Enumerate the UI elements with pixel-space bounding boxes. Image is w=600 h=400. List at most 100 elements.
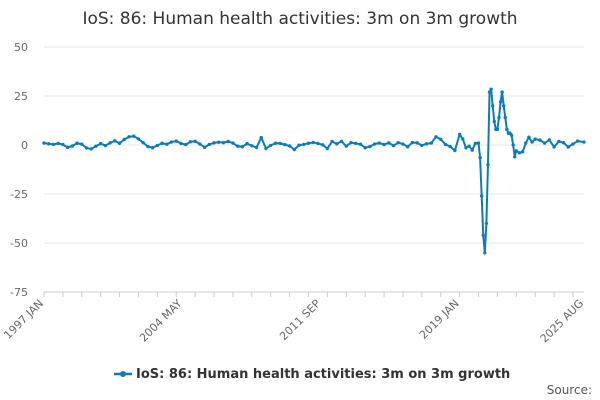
data-point[interactable] xyxy=(217,140,221,144)
data-point[interactable] xyxy=(464,146,468,150)
data-point[interactable] xyxy=(547,138,552,142)
data-point[interactable] xyxy=(80,142,84,146)
data-point[interactable] xyxy=(511,143,515,147)
data-point[interactable] xyxy=(363,146,367,150)
data-point[interactable] xyxy=(212,141,216,145)
data-point[interactable] xyxy=(292,147,297,152)
data-point[interactable] xyxy=(473,141,478,146)
data-point[interactable] xyxy=(183,142,188,147)
data-point[interactable] xyxy=(387,141,391,145)
data-point[interactable] xyxy=(391,143,396,148)
data-point[interactable] xyxy=(396,140,400,145)
data-point[interactable] xyxy=(250,144,254,148)
data-point[interactable] xyxy=(505,127,509,132)
data-point[interactable] xyxy=(117,141,122,145)
data-point[interactable] xyxy=(155,143,160,148)
data-point[interactable] xyxy=(503,115,507,120)
data-point[interactable] xyxy=(382,142,386,147)
data-point[interactable] xyxy=(273,141,278,145)
data-point[interactable] xyxy=(487,90,492,94)
data-point[interactable] xyxy=(467,144,471,148)
data-point[interactable] xyxy=(193,139,197,143)
data-point[interactable] xyxy=(51,142,56,147)
data-point[interactable] xyxy=(484,221,489,226)
data-point[interactable] xyxy=(533,137,537,141)
data-point[interactable] xyxy=(98,141,103,146)
data-point[interactable] xyxy=(169,140,174,144)
data-point[interactable] xyxy=(495,127,500,132)
data-point[interactable] xyxy=(461,137,465,141)
data-point[interactable] xyxy=(524,141,528,145)
data-point[interactable] xyxy=(497,115,501,120)
data-point[interactable] xyxy=(320,143,325,147)
data-point[interactable] xyxy=(429,141,433,145)
data-point[interactable] xyxy=(283,142,287,147)
data-point[interactable] xyxy=(561,140,566,145)
data-point[interactable] xyxy=(502,104,506,108)
data-point[interactable] xyxy=(552,145,556,149)
data-point[interactable] xyxy=(358,142,363,146)
data-point[interactable] xyxy=(235,144,240,148)
data-point[interactable] xyxy=(486,162,490,167)
data-point[interactable] xyxy=(470,148,474,152)
data-point[interactable] xyxy=(335,142,339,146)
data-point[interactable] xyxy=(557,139,561,144)
data-point[interactable] xyxy=(245,141,249,146)
data-point[interactable] xyxy=(297,143,301,147)
data-point[interactable] xyxy=(311,140,315,145)
data-point[interactable] xyxy=(439,137,443,142)
data-point[interactable] xyxy=(509,133,514,137)
data-point[interactable] xyxy=(132,134,136,138)
data-point[interactable] xyxy=(448,144,452,149)
data-point[interactable] xyxy=(264,146,268,151)
data-point[interactable] xyxy=(434,135,438,139)
data-point[interactable] xyxy=(457,132,462,137)
data-point[interactable] xyxy=(174,139,178,143)
data-point[interactable] xyxy=(198,142,202,146)
data-point[interactable] xyxy=(188,140,193,144)
data-point[interactable] xyxy=(160,141,164,145)
data-point[interactable] xyxy=(420,143,424,148)
data-point[interactable] xyxy=(302,142,306,147)
data-point[interactable] xyxy=(75,141,79,145)
data-point[interactable] xyxy=(278,141,282,146)
data-point[interactable] xyxy=(354,141,358,146)
data-point[interactable] xyxy=(520,150,525,154)
data-point[interactable] xyxy=(582,140,586,144)
data-point[interactable] xyxy=(179,141,183,146)
data-point[interactable] xyxy=(538,138,542,142)
data-point[interactable] xyxy=(483,251,487,255)
data-point[interactable] xyxy=(344,144,348,148)
data-point[interactable] xyxy=(84,146,89,150)
data-point[interactable] xyxy=(47,142,51,146)
data-point[interactable] xyxy=(316,141,320,146)
data-point[interactable] xyxy=(410,140,415,145)
data-point[interactable] xyxy=(89,147,93,151)
data-point[interactable] xyxy=(221,140,226,145)
legend[interactable]: IoS: 86: Human health activities: 3m on … xyxy=(114,367,510,382)
data-point[interactable] xyxy=(517,151,522,155)
data-point[interactable] xyxy=(141,140,145,145)
data-point[interactable] xyxy=(571,142,575,146)
data-point[interactable] xyxy=(476,141,481,145)
data-point[interactable] xyxy=(489,87,493,91)
data-point[interactable] xyxy=(368,144,372,149)
data-point[interactable] xyxy=(500,90,504,94)
data-point[interactable] xyxy=(576,139,580,143)
data-point[interactable] xyxy=(401,142,405,146)
data-point[interactable] xyxy=(372,142,377,146)
data-point[interactable] xyxy=(479,194,484,198)
data-point[interactable] xyxy=(108,141,112,145)
data-point[interactable] xyxy=(377,141,382,145)
data-point[interactable] xyxy=(207,142,212,147)
data-point[interactable] xyxy=(492,119,496,124)
data-point[interactable] xyxy=(514,149,518,153)
data-point[interactable] xyxy=(136,137,141,141)
data-point[interactable] xyxy=(306,141,311,145)
data-point[interactable] xyxy=(165,142,169,146)
data-point[interactable] xyxy=(481,233,485,237)
data-point[interactable] xyxy=(530,140,534,144)
data-point[interactable] xyxy=(453,148,457,153)
data-point[interactable] xyxy=(56,141,60,146)
data-point[interactable] xyxy=(61,142,65,147)
